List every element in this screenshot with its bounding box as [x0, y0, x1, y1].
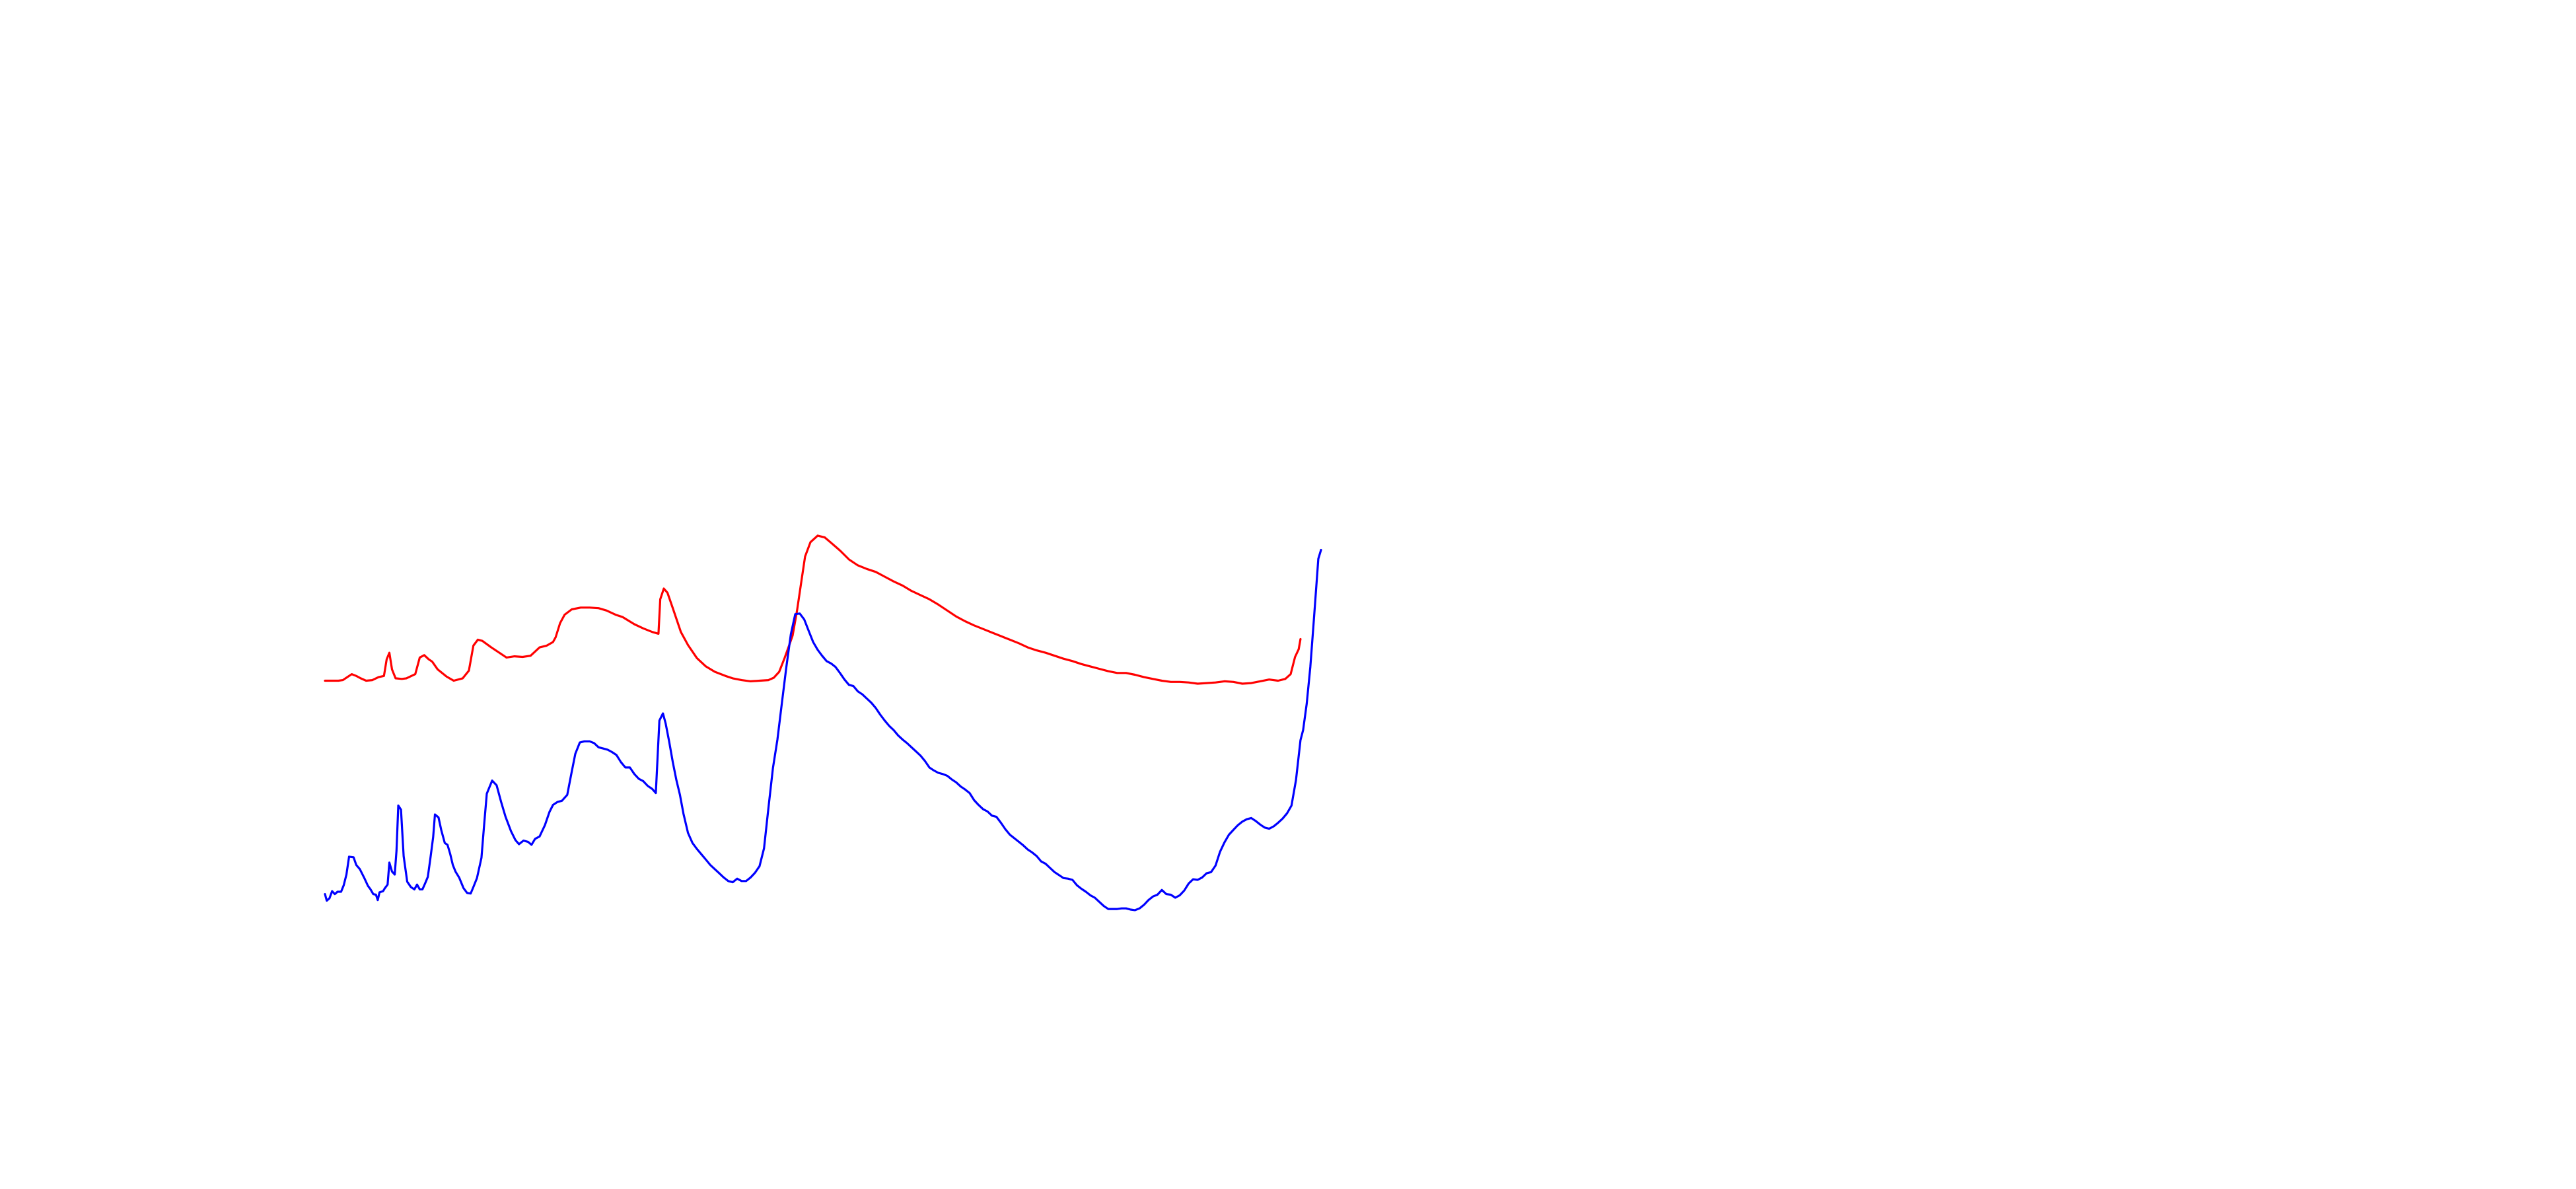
series-line-1 [324, 534, 1302, 685]
series-line-2 [324, 548, 1322, 912]
series-layer [324, 534, 1322, 912]
